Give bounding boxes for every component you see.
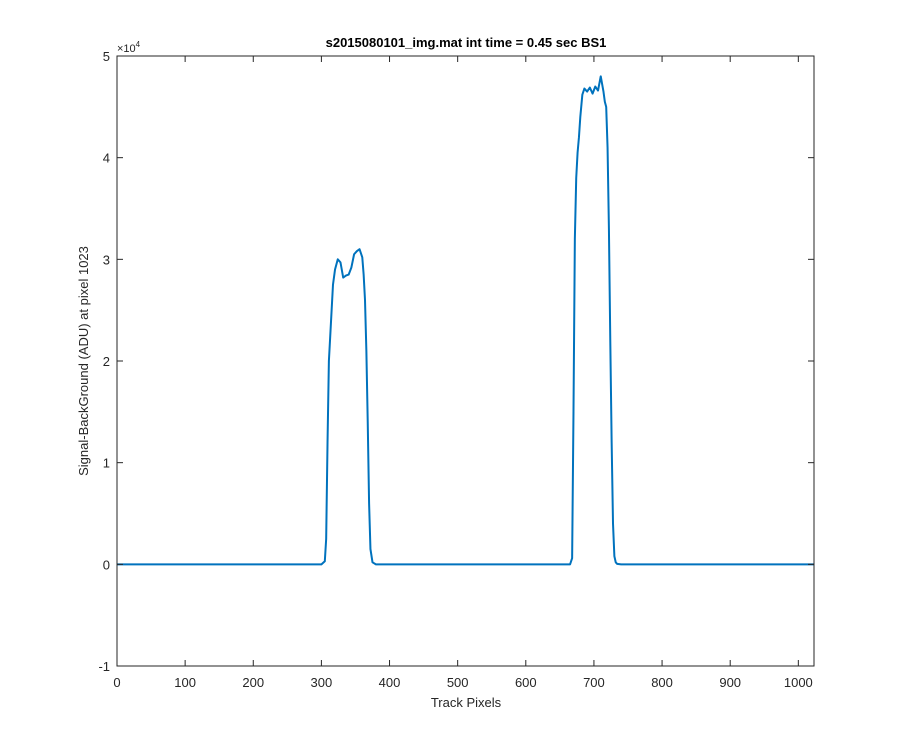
chart-title: s2015080101_img.mat int time = 0.45 sec …: [326, 35, 607, 50]
y-axis-label: Signal-BackGround (ADU) at pixel 1023: [76, 246, 91, 476]
svg-text:×104: ×104: [117, 40, 141, 55]
y-tick-label: 3: [103, 252, 110, 267]
y-axis: -1 0 1 2 3 4 5: [98, 49, 814, 674]
x-tick-label: 600: [515, 675, 537, 690]
y-tick-label: 0: [103, 557, 110, 572]
y-tick-label: 2: [103, 354, 110, 369]
x-axis: 0 100 200 300 400 500 600 700 800 900 1000: [113, 56, 813, 690]
x-tick-label: 800: [651, 675, 673, 690]
x-tick-label: 1000: [784, 675, 813, 690]
x-tick-label: 200: [242, 675, 264, 690]
y-tick-label: 1: [103, 456, 110, 471]
x-tick-label: 700: [583, 675, 605, 690]
plot-area: [117, 75, 814, 566]
x-tick-label: 0: [113, 675, 120, 690]
x-tick-label: 100: [174, 675, 196, 690]
y-tick-label: 5: [103, 49, 110, 64]
y-axis-exponent: ×104: [117, 40, 141, 55]
y-tick-label: -1: [98, 659, 110, 674]
y-exponent-power: 4: [136, 40, 141, 49]
y-tick-label: 4: [103, 151, 110, 166]
x-tick-label: 400: [379, 675, 401, 690]
x-axis-label: Track Pixels: [431, 695, 502, 710]
x-tick-label: 500: [447, 675, 469, 690]
series-line-0: [117, 75, 814, 566]
axes-box: [116, 55, 815, 667]
y-exponent-base: ×10: [117, 43, 136, 55]
x-tick-label: 300: [311, 675, 333, 690]
x-tick-label: 900: [719, 675, 741, 690]
